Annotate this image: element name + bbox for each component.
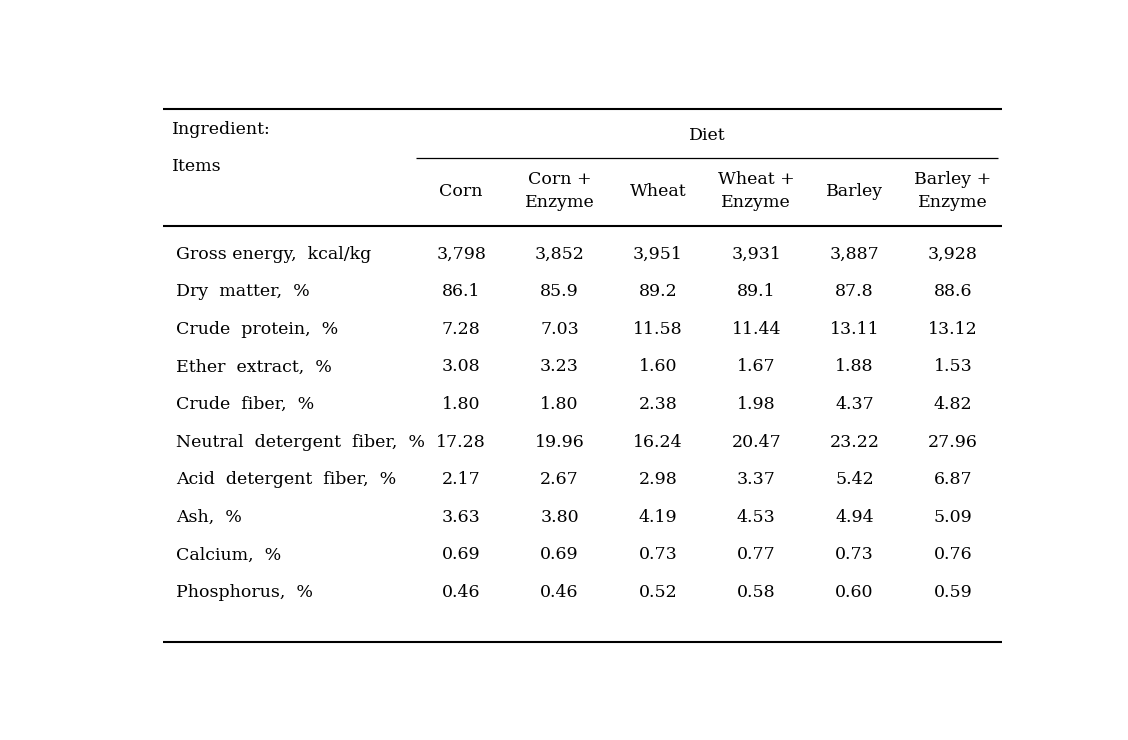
Text: 5.09: 5.09 [934, 509, 972, 526]
Text: Corn: Corn [440, 183, 483, 200]
Text: Phosphorus,  %: Phosphorus, % [176, 584, 312, 601]
Text: Enzyme: Enzyme [721, 195, 791, 211]
Text: 13.11: 13.11 [830, 320, 880, 337]
Text: 0.46: 0.46 [442, 584, 481, 601]
Text: Crude  protein,  %: Crude protein, % [176, 320, 338, 337]
Text: 3.63: 3.63 [442, 509, 481, 526]
Text: Enzyme: Enzyme [918, 195, 988, 211]
Text: 89.1: 89.1 [737, 283, 776, 300]
Text: Calcium,  %: Calcium, % [176, 546, 281, 563]
Text: Barley +: Barley + [915, 172, 992, 189]
Text: 1.53: 1.53 [934, 358, 972, 375]
Text: Wheat: Wheat [629, 183, 686, 200]
Text: 23.22: 23.22 [829, 434, 880, 451]
Text: 0.73: 0.73 [638, 546, 677, 563]
Text: 2.98: 2.98 [638, 471, 677, 488]
Text: Enzyme: Enzyme [525, 195, 594, 211]
Text: 19.96: 19.96 [535, 434, 584, 451]
Text: 27.96: 27.96 [928, 434, 978, 451]
Text: 3.23: 3.23 [540, 358, 579, 375]
Text: 1.88: 1.88 [836, 358, 874, 375]
Text: 0.58: 0.58 [737, 584, 776, 601]
Text: 13.12: 13.12 [928, 320, 978, 337]
Text: 4.82: 4.82 [934, 396, 972, 413]
Text: 20.47: 20.47 [731, 434, 781, 451]
Text: 4.37: 4.37 [835, 396, 874, 413]
Text: 3.80: 3.80 [540, 509, 579, 526]
Text: 6.87: 6.87 [934, 471, 972, 488]
Text: Barley: Barley [826, 183, 883, 200]
Text: 2.67: 2.67 [540, 471, 579, 488]
Text: 4.94: 4.94 [835, 509, 874, 526]
Text: 0.52: 0.52 [638, 584, 677, 601]
Text: 1.60: 1.60 [638, 358, 677, 375]
Text: 1.67: 1.67 [737, 358, 776, 375]
Text: 17.28: 17.28 [437, 434, 486, 451]
Text: 3,931: 3,931 [731, 246, 782, 263]
Text: 85.9: 85.9 [540, 283, 579, 300]
Text: Wheat +: Wheat + [717, 172, 794, 189]
Text: Dry  matter,  %: Dry matter, % [176, 283, 310, 300]
Text: 0.69: 0.69 [442, 546, 481, 563]
Text: Items: Items [171, 158, 221, 175]
Text: 3.37: 3.37 [737, 471, 776, 488]
Text: 3,887: 3,887 [830, 246, 880, 263]
Text: 2.38: 2.38 [638, 396, 677, 413]
Text: Ash,  %: Ash, % [176, 509, 241, 526]
Text: 7.03: 7.03 [540, 320, 579, 337]
Text: 1.80: 1.80 [540, 396, 579, 413]
Text: 3,852: 3,852 [535, 246, 584, 263]
Text: 11.58: 11.58 [633, 320, 682, 337]
Text: 2.17: 2.17 [442, 471, 481, 488]
Text: 3,928: 3,928 [928, 246, 978, 263]
Text: 4.19: 4.19 [638, 509, 677, 526]
Text: Ingredient:: Ingredient: [171, 121, 271, 138]
Text: 0.59: 0.59 [934, 584, 972, 601]
Text: Gross energy,  kcal/kg: Gross energy, kcal/kg [176, 246, 371, 263]
Text: 3.08: 3.08 [442, 358, 481, 375]
Text: 88.6: 88.6 [934, 283, 972, 300]
Text: 7.28: 7.28 [442, 320, 481, 337]
Text: Crude  fiber,  %: Crude fiber, % [176, 396, 315, 413]
Text: Corn +: Corn + [528, 172, 591, 189]
Text: 0.73: 0.73 [835, 546, 874, 563]
Text: 3,798: 3,798 [437, 246, 486, 263]
Text: 0.69: 0.69 [540, 546, 579, 563]
Text: Diet: Diet [689, 127, 725, 144]
Text: Ether  extract,  %: Ether extract, % [176, 358, 332, 375]
Text: 0.76: 0.76 [934, 546, 972, 563]
Text: 0.77: 0.77 [737, 546, 776, 563]
Text: 11.44: 11.44 [731, 320, 781, 337]
Text: 87.8: 87.8 [835, 283, 874, 300]
Text: 89.2: 89.2 [638, 283, 677, 300]
Text: 1.98: 1.98 [737, 396, 776, 413]
Text: 5.42: 5.42 [835, 471, 874, 488]
Text: 4.53: 4.53 [737, 509, 776, 526]
Text: 1.80: 1.80 [442, 396, 481, 413]
Text: 0.46: 0.46 [540, 584, 579, 601]
Text: 3,951: 3,951 [633, 246, 682, 263]
Text: 86.1: 86.1 [442, 283, 481, 300]
Text: 0.60: 0.60 [836, 584, 874, 601]
Text: Neutral  detergent  fiber,  %: Neutral detergent fiber, % [176, 434, 425, 451]
Text: Acid  detergent  fiber,  %: Acid detergent fiber, % [176, 471, 396, 488]
Text: 16.24: 16.24 [633, 434, 682, 451]
